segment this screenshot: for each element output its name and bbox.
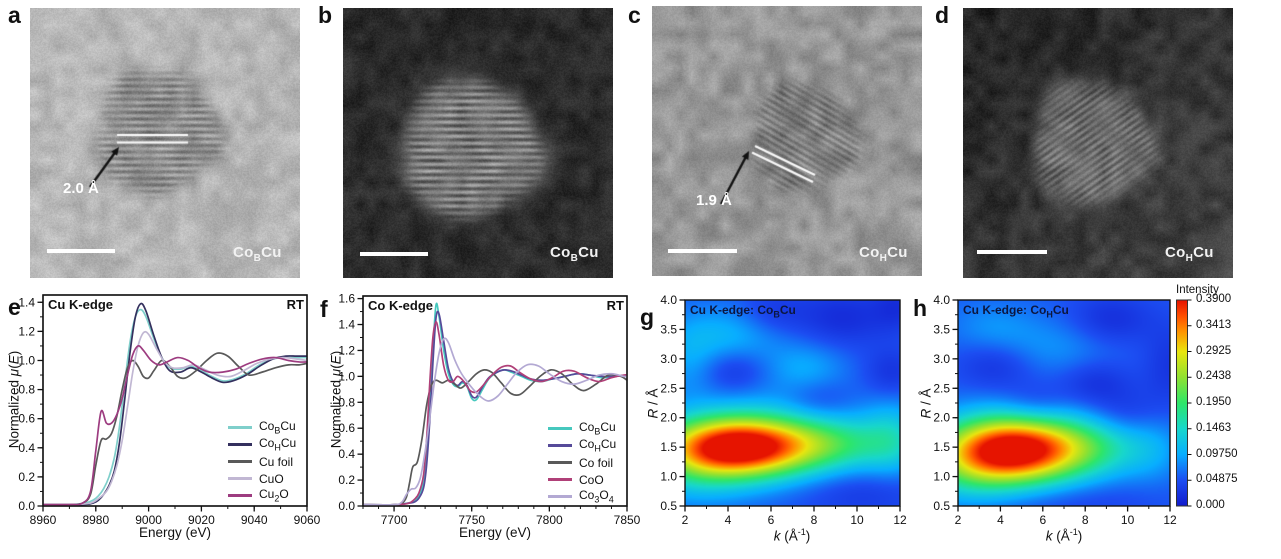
xanes-cu-canvas	[13, 285, 337, 555]
chart-h-title: Cu K-edge: CoHCu	[963, 303, 1069, 320]
colorbar-tick-label: 0.04875	[1196, 473, 1238, 486]
legend-label: CoHCu	[579, 437, 617, 454]
legend-label: CuO	[259, 471, 284, 486]
scale-bar-c	[668, 249, 737, 253]
legend-label: Cu2O	[259, 487, 289, 504]
colorbar-tick-label: 0.1950	[1196, 396, 1232, 408]
micrograph-a-canvas	[30, 8, 300, 278]
sample-tag-c: CoHCu	[859, 244, 908, 264]
colorbar-tick-label: 0.3900	[1196, 293, 1232, 305]
chart-g-title: Cu K-edge: CoBCu	[690, 303, 796, 320]
xanes-co-canvas	[333, 285, 657, 555]
colorbar-canvas	[1176, 298, 1196, 510]
colorbar-tick-label: 0.09750	[1196, 447, 1238, 460]
legend-swatch	[228, 494, 252, 497]
micrograph-b-canvas	[343, 8, 613, 278]
colorbar-tick-label: 0.1463	[1196, 421, 1232, 434]
legend-item: Co3O4	[548, 488, 616, 505]
colorbar-tick-label: 0.2438	[1196, 370, 1232, 383]
chart-h-ylabel: R / Å	[918, 388, 934, 419]
chart-f-corner-label: RT	[606, 298, 624, 313]
chart-f-xlabel: Energy (eV)	[458, 525, 532, 540]
panel-d-letter: d	[935, 2, 950, 28]
legend-label: CoHCu	[259, 436, 297, 453]
chart-f-title: Co K-edge	[368, 298, 433, 313]
chart-g-ylabel: R / Å	[645, 388, 661, 419]
legend-swatch	[548, 427, 572, 430]
legend-swatch	[228, 443, 252, 446]
legend-swatch	[548, 478, 572, 481]
wavelet-coh-canvas	[928, 288, 1203, 555]
dspacing-label-a: 2.0 Å	[63, 180, 99, 197]
sample-tag-b: CoBCu	[550, 244, 599, 264]
colorbar-tick-label: 0.2925	[1196, 344, 1232, 357]
chart-e-xlabel: Energy (eV)	[138, 525, 212, 540]
dspacing-label-c: 1.9 Å	[696, 192, 732, 209]
legend-swatch	[228, 477, 252, 480]
legend-item: CoHCu	[548, 437, 616, 454]
legend-label: Co3O4	[579, 488, 614, 505]
panel-c-letter: c	[628, 2, 641, 28]
legend-item: CoHCu	[228, 436, 296, 453]
chart-f-ylabel: Normalized μ(E)	[328, 350, 344, 449]
legend-label: CoBCu	[259, 419, 296, 436]
colorbar-tick-label: 0.3413	[1196, 318, 1232, 331]
panel-a-letter: a	[8, 2, 21, 28]
colorbar-title: Intensity	[1176, 284, 1219, 296]
legend-item: Co foil	[548, 454, 616, 471]
legend-swatch	[228, 426, 252, 429]
chart-e-legend: CoBCu CoHCu Cu foil CuO Cu2O	[228, 419, 296, 504]
legend-item: CuO	[228, 470, 296, 487]
chart-e-ylabel: Normalized μ(E)	[6, 350, 22, 449]
chart-e-corner-label: RT	[286, 297, 304, 312]
chart-h-xlabel: k (Å-1)	[1045, 527, 1083, 544]
panel-b-letter: b	[318, 2, 333, 28]
chart-e-title: Cu K-edge	[48, 297, 113, 312]
sample-tag-a: CoBCu	[233, 244, 282, 264]
legend-item: CoO	[548, 471, 616, 488]
scale-bar-b	[360, 252, 428, 256]
scale-bar-d	[977, 250, 1047, 254]
legend-label: CoBCu	[579, 420, 616, 437]
legend-label: CoO	[579, 472, 604, 487]
legend-label: Co foil	[579, 455, 614, 470]
micrograph-c-canvas	[652, 6, 922, 276]
micrograph-d-canvas	[963, 8, 1233, 278]
legend-item: CoBCu	[548, 420, 616, 437]
legend-item: CoBCu	[228, 419, 296, 436]
legend-swatch	[548, 495, 572, 498]
legend-item: Cu2O	[228, 487, 296, 504]
legend-swatch	[548, 444, 572, 447]
legend-label: Cu foil	[259, 454, 294, 469]
chart-g-xlabel: k (Å-1)	[773, 527, 811, 544]
chart-f-legend: CoBCu CoHCu Co foil CoO Co3O4	[548, 420, 616, 505]
sample-tag-d: CoHCu	[1165, 244, 1214, 264]
scale-bar-a	[47, 249, 115, 253]
legend-item: Cu foil	[228, 453, 296, 470]
wavelet-cob-canvas	[655, 288, 930, 555]
legend-swatch	[228, 460, 252, 463]
legend-swatch	[548, 461, 572, 464]
colorbar-tick-label: 0.000	[1196, 499, 1225, 511]
